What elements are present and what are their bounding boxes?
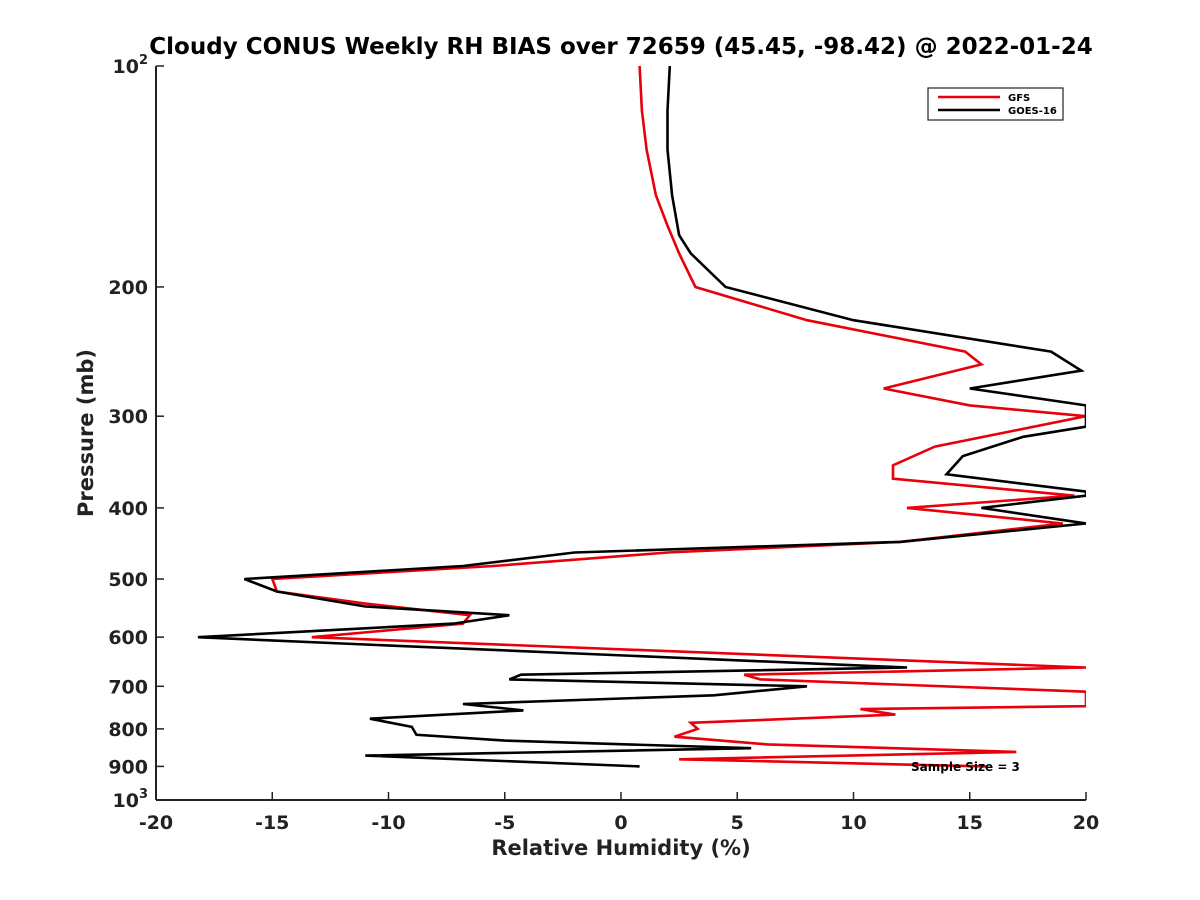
- x-axis-label: Relative Humidity (%): [491, 836, 750, 860]
- x-tick-label: -20: [139, 812, 173, 834]
- series-layer: [197, 66, 1086, 768]
- y-tick-label: 500: [108, 569, 148, 591]
- legend-label-gfs: GFS: [1008, 93, 1030, 104]
- legend-box: [927, 87, 1064, 121]
- legend-label-goes16: GOES-16: [1008, 106, 1057, 117]
- x-tick-label: 5: [731, 812, 744, 834]
- y-tick-label: 800: [108, 719, 148, 741]
- series-line-gfs: [270, 66, 1086, 768]
- y-axis-label: Pressure (mb): [74, 349, 98, 517]
- sample-size-annotation: Sample Size = 3: [911, 760, 1020, 774]
- x-tick-label: 10: [840, 812, 866, 834]
- y-tick-label: 700: [108, 676, 148, 698]
- y-ticks: 102 200 300 400 500 600 700 800 900 103: [108, 53, 164, 812]
- y-tick-label: 102: [113, 53, 149, 78]
- y-tick-label: 900: [108, 756, 148, 778]
- y-tick-label: 103: [113, 787, 149, 812]
- legend: GFS GOES-16: [927, 87, 1064, 121]
- y-tick-label: 300: [108, 406, 148, 428]
- axes: [155, 66, 1086, 801]
- x-tick-label: -15: [255, 812, 289, 834]
- x-tick-label: 20: [1073, 812, 1099, 834]
- y-tick-label: 200: [108, 277, 148, 299]
- x-ticks: -20 -15 -10 -5 0 5 10 15 20: [139, 792, 1099, 834]
- x-tick-label: 15: [957, 812, 983, 834]
- x-tick-label: -5: [494, 812, 515, 834]
- y-tick-label: 400: [108, 498, 148, 520]
- chart-title: Cloudy CONUS Weekly RH BIAS over 72659 (…: [149, 34, 1092, 60]
- x-tick-label: 0: [614, 812, 627, 834]
- series-line-goes16: [197, 66, 1086, 768]
- y-tick-label: 600: [108, 627, 148, 649]
- x-tick-label: -10: [371, 812, 405, 834]
